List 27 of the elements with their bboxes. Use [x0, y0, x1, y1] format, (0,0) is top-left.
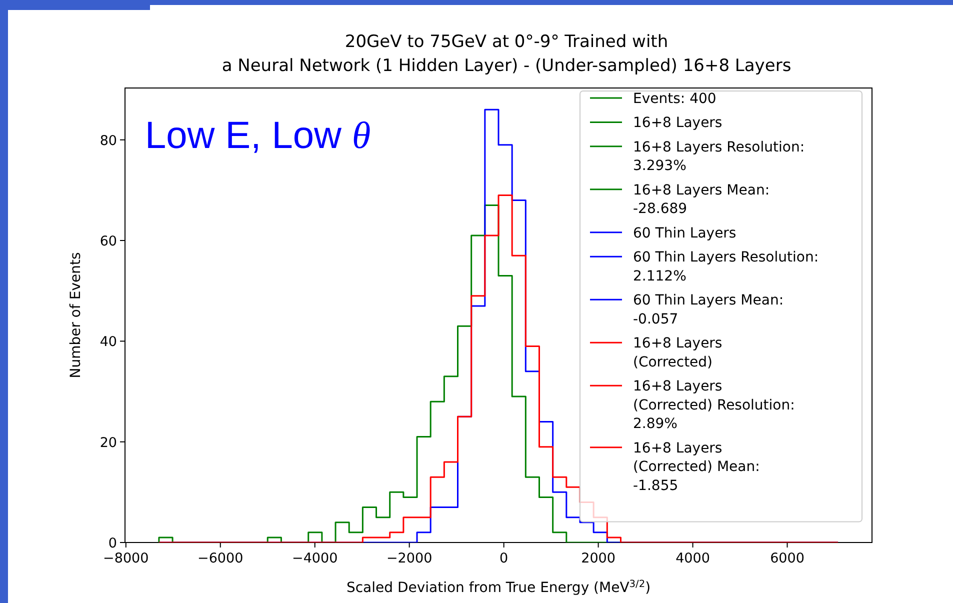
y-tick-label: 40: [100, 334, 117, 350]
x-tick-label: −8000: [103, 550, 149, 566]
annotation: 16+8 Layers Resolution: 3.293%: [633, 139, 805, 174]
x-tick-label: −2000: [386, 550, 432, 566]
x-tick-label: 0: [500, 550, 508, 566]
annotation: 60 Thin Layers Resolution: 2.112%: [633, 250, 819, 284]
y-tick-label: 60: [100, 234, 117, 250]
annotation: Events: 400: [633, 91, 716, 107]
x-tick-label: 2000: [581, 550, 616, 566]
x-tick-label: −4000: [292, 550, 338, 566]
x-axis-title: Scaled Deviation from True Energy (MeV$^{3/2}$): [346, 578, 651, 596]
annotation: 60 Thin Layers Mean: -0.057: [633, 292, 784, 328]
legend-label: 16+8 Layers (Corrected): [633, 336, 722, 370]
legend-label: 60 Thin Layers: [633, 225, 736, 242]
x-tick-label: −6000: [198, 550, 244, 566]
annotation: 16+8 Layers (Corrected) Mean: -1.855: [633, 440, 760, 494]
y-tick-label: 20: [100, 434, 117, 451]
x-tick-label: 6000: [770, 550, 804, 566]
annotation: 16+8 Layers (Corrected) Resolution: 2.89%: [633, 378, 795, 432]
legend-label: 16+8 Layers: [633, 115, 722, 132]
annotation: Low E, Low θ: [145, 115, 371, 157]
y-axis-title: Number of Events: [68, 252, 84, 378]
chart-title: 20GeV to 75GeV at 0°-9° Trained with a Neural Network (1 Hidden Layer) - (Under-sampled) 16+8 Layers: [222, 32, 792, 76]
y-tick-label: 0: [108, 536, 117, 552]
y-tick-label: 80: [100, 132, 117, 149]
annotation: 16+8 Layers Mean: -28.689: [633, 182, 770, 218]
x-tick-label: 4000: [676, 550, 710, 566]
